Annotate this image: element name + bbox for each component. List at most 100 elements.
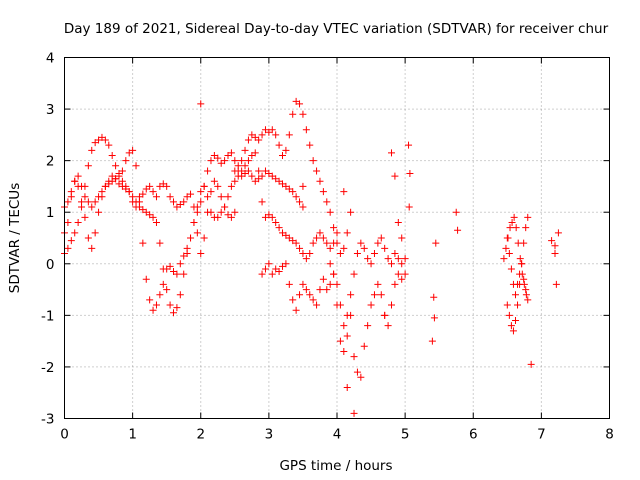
x-tick-label: 4 xyxy=(333,427,342,443)
data-point xyxy=(340,347,348,355)
data-point xyxy=(231,177,239,185)
data-point xyxy=(64,244,72,252)
data-point xyxy=(333,280,341,288)
data-point xyxy=(258,131,266,139)
data-point xyxy=(353,368,361,376)
data-point xyxy=(350,409,358,417)
data-point xyxy=(319,188,327,196)
data-point xyxy=(296,291,304,299)
data-point xyxy=(149,306,157,314)
data-point xyxy=(187,190,195,198)
data-point xyxy=(326,260,334,268)
data-point xyxy=(173,270,181,278)
data-point xyxy=(330,270,338,278)
data-point xyxy=(241,146,249,154)
data-point xyxy=(509,327,517,335)
data-point xyxy=(350,353,358,361)
data-point xyxy=(173,304,181,312)
y-axis-label: SDTVAR / TECUs xyxy=(7,183,23,293)
data-point xyxy=(105,177,113,185)
data-point xyxy=(268,213,276,221)
data-point xyxy=(234,162,242,170)
data-point xyxy=(508,219,516,227)
data-point xyxy=(391,172,399,180)
data-point xyxy=(326,244,334,252)
data-point xyxy=(108,151,116,159)
series-sdtvar-track-i xyxy=(500,213,530,299)
data-point xyxy=(91,229,99,237)
data-point xyxy=(251,149,259,157)
x-tick-label: 5 xyxy=(401,427,410,443)
data-point xyxy=(518,260,526,268)
data-point xyxy=(350,270,358,278)
data-point xyxy=(522,224,530,232)
data-point xyxy=(377,291,385,299)
data-point xyxy=(336,301,344,309)
data-point xyxy=(146,296,154,304)
data-point xyxy=(84,198,92,206)
data-point xyxy=(551,242,559,250)
data-point xyxy=(156,291,164,299)
data-point xyxy=(238,157,246,165)
data-point xyxy=(142,275,150,283)
data-point xyxy=(101,182,109,190)
data-point xyxy=(210,177,218,185)
data-point xyxy=(347,208,355,216)
data-point xyxy=(326,280,334,288)
data-point xyxy=(516,255,524,263)
data-point xyxy=(279,151,286,159)
data-point xyxy=(343,384,351,392)
series-sdtvar-track-f xyxy=(326,234,409,330)
data-point xyxy=(268,126,276,134)
data-point xyxy=(394,219,402,227)
data-point xyxy=(258,198,266,206)
chart-title: Day 189 of 2021, Sidereal Day-to-day VTE… xyxy=(64,21,609,37)
data-point xyxy=(234,172,242,180)
data-point xyxy=(340,244,348,252)
data-point xyxy=(67,188,75,196)
data-point xyxy=(125,188,133,196)
data-point xyxy=(122,157,130,165)
data-point xyxy=(204,167,212,175)
data-point xyxy=(505,311,513,319)
data-point xyxy=(112,162,120,170)
data-point xyxy=(221,203,229,211)
data-point xyxy=(323,239,331,247)
data-point xyxy=(244,136,252,144)
data-point xyxy=(377,234,385,242)
data-point xyxy=(511,317,519,325)
data-point xyxy=(258,270,266,278)
data-point xyxy=(511,291,519,299)
data-point xyxy=(401,270,409,278)
data-point xyxy=(452,208,460,216)
data-point xyxy=(244,167,252,175)
data-point xyxy=(364,322,372,330)
data-point xyxy=(190,219,198,227)
data-point xyxy=(149,213,157,221)
data-point xyxy=(398,260,406,268)
data-point xyxy=(524,213,532,221)
data-point xyxy=(149,188,157,196)
data-point xyxy=(340,322,348,330)
data-point xyxy=(74,219,82,227)
data-point xyxy=(78,182,86,190)
data-point xyxy=(384,322,392,330)
data-point xyxy=(204,193,212,201)
data-point xyxy=(551,249,559,257)
data-point xyxy=(514,301,522,309)
data-point xyxy=(506,224,514,232)
data-point xyxy=(139,190,147,198)
y-tick-label: 0 xyxy=(46,257,55,273)
data-point xyxy=(241,162,249,170)
data-point xyxy=(214,213,222,221)
data-point xyxy=(282,146,290,154)
data-point xyxy=(405,141,413,149)
x-tick-label: 8 xyxy=(605,427,614,443)
data-point xyxy=(221,157,229,165)
data-point xyxy=(394,270,402,278)
data-points xyxy=(61,97,562,417)
series-sdtvar-track-e xyxy=(258,260,409,381)
data-point xyxy=(388,301,395,309)
y-tick-label: -1 xyxy=(41,308,54,324)
data-point xyxy=(514,239,522,247)
